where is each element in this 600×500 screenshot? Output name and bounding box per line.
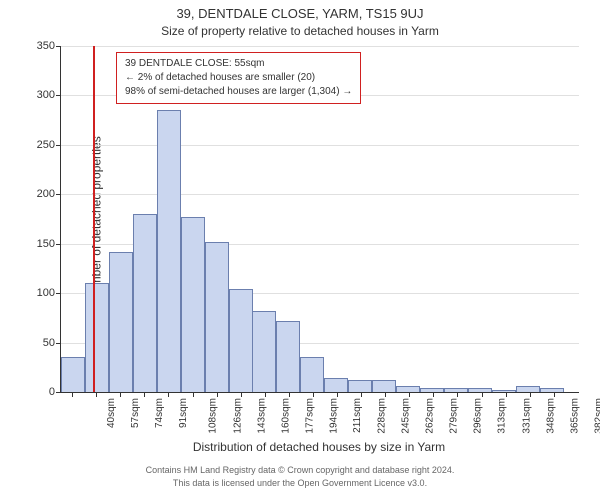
xtick-mark: [482, 392, 483, 397]
histogram-bar: [516, 386, 540, 392]
ytick-label: 300: [37, 89, 61, 101]
xtick-mark: [313, 392, 314, 397]
histogram-bar: [109, 252, 133, 392]
x-axis-title: Distribution of detached houses by size …: [60, 440, 578, 454]
xtick-label: 91sqm: [178, 398, 189, 428]
xtick-mark: [193, 392, 194, 397]
ytick-label: 250: [37, 139, 61, 151]
footer-line-1: Contains HM Land Registry data © Crown c…: [0, 465, 600, 475]
ytick-label: 150: [37, 238, 61, 250]
xtick-mark: [120, 392, 121, 397]
xtick-mark: [96, 392, 97, 397]
xtick-mark: [168, 392, 169, 397]
histogram-bar: [252, 311, 276, 392]
xtick-mark: [530, 392, 531, 397]
xtick-mark: [457, 392, 458, 397]
histogram-bar: [372, 380, 396, 392]
xtick-label: 313sqm: [496, 398, 507, 434]
legend-box: 39 DENTDALE CLOSE: 55sqm← 2% of detached…: [116, 52, 361, 104]
ytick-label: 350: [37, 40, 61, 52]
xtick-label: 160sqm: [281, 398, 292, 434]
xtick-label: 262sqm: [424, 398, 435, 434]
histogram-bar: [61, 357, 85, 392]
legend-line-3: 98% of semi-detached houses are larger (…: [125, 85, 352, 99]
histogram-bar: [181, 217, 205, 392]
legend-line-2: ← 2% of detached houses are smaller (20): [125, 71, 352, 85]
xtick-mark: [265, 392, 266, 397]
xtick-label: 57sqm: [130, 398, 141, 428]
legend-line-1: 39 DENTDALE CLOSE: 55sqm: [125, 57, 352, 71]
xtick-label: 348sqm: [545, 398, 556, 434]
ytick-label: 0: [49, 386, 61, 398]
xtick-label: 279sqm: [448, 398, 459, 434]
xtick-label: 382sqm: [593, 398, 600, 434]
histogram-bar: [157, 110, 181, 392]
gridline: [61, 46, 579, 47]
xtick-label: 331sqm: [521, 398, 532, 434]
xtick-mark: [217, 392, 218, 397]
histogram-bar: [540, 388, 564, 392]
xtick-mark: [144, 392, 145, 397]
histogram-bar: [229, 289, 253, 392]
histogram-bar: [276, 321, 300, 392]
chart-title-sub: Size of property relative to detached ho…: [0, 24, 600, 38]
plot-area: 05010015020025030035040sqm57sqm74sqm91sq…: [60, 46, 579, 393]
histogram-bar: [205, 242, 229, 392]
gridline: [61, 194, 579, 195]
histogram-bar: [468, 388, 492, 392]
xtick-label: 177sqm: [305, 398, 316, 434]
xtick-mark: [433, 392, 434, 397]
property-marker-line: [93, 46, 95, 392]
xtick-label: 74sqm: [154, 398, 165, 428]
ytick-label: 200: [37, 188, 61, 200]
xtick-mark: [554, 392, 555, 397]
xtick-label: 194sqm: [329, 398, 340, 434]
xtick-mark: [409, 392, 410, 397]
chart-container: 39, DENTDALE CLOSE, YARM, TS15 9UJ Size …: [0, 0, 600, 500]
xtick-mark: [241, 392, 242, 397]
xtick-mark: [385, 392, 386, 397]
histogram-bar: [85, 283, 109, 392]
xtick-mark: [506, 392, 507, 397]
histogram-bar: [324, 378, 348, 392]
ytick-label: 50: [43, 337, 61, 349]
histogram-bar: [300, 357, 324, 392]
xtick-label: 365sqm: [569, 398, 580, 434]
xtick-label: 296sqm: [472, 398, 483, 434]
histogram-bar: [492, 390, 516, 392]
xtick-label: 228sqm: [376, 398, 387, 434]
histogram-bar: [348, 380, 372, 392]
gridline: [61, 145, 579, 146]
chart-title-main: 39, DENTDALE CLOSE, YARM, TS15 9UJ: [0, 6, 600, 21]
xtick-mark: [289, 392, 290, 397]
xtick-label: 143sqm: [257, 398, 268, 434]
xtick-label: 40sqm: [106, 398, 117, 428]
ytick-label: 100: [37, 287, 61, 299]
xtick-mark: [361, 392, 362, 397]
xtick-label: 245sqm: [400, 398, 411, 434]
histogram-bar: [133, 214, 157, 392]
xtick-label: 108sqm: [208, 398, 219, 434]
xtick-label: 211sqm: [352, 398, 363, 433]
footer-line-2: This data is licensed under the Open Gov…: [0, 478, 600, 488]
xtick-mark: [337, 392, 338, 397]
xtick-mark: [72, 392, 73, 397]
xtick-label: 126sqm: [233, 398, 244, 434]
